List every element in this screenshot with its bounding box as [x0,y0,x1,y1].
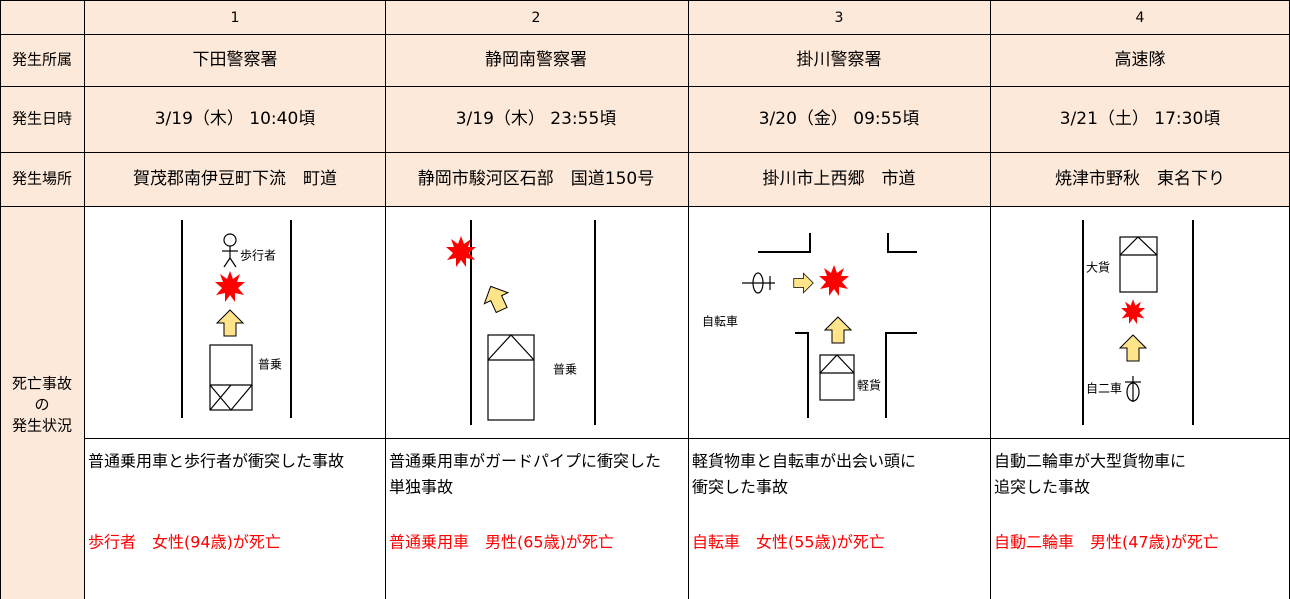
diagram-label: 自転車 [702,315,738,329]
fatality: 自動二輪車 男性(47歳)が死亡 [994,533,1219,552]
column-header: 1 [231,10,240,26]
row-label: 発生場所 [12,170,72,188]
crash [1121,299,1145,324]
arrow [1119,334,1147,362]
description: 普通乗用車がガードパイプに衝突した [389,452,661,471]
cell: 静岡南警察署 [485,50,587,70]
fatality: 歩行者 女性(94歳)が死亡 [88,533,281,552]
diagram-2 [446,220,596,425]
cell: 3/19（木） 23:55頃 [456,109,617,129]
arrow [824,316,852,344]
description: 自動二輪車が大型貨物車に [994,452,1186,471]
row-label: 発生日時 [12,110,72,128]
column-header: 4 [1136,10,1145,26]
cell: 3/19（木） 10:40頃 [155,109,316,129]
motorcycle [1125,376,1141,402]
description: 単独事故 [389,478,453,497]
crash [215,271,245,302]
cell: 賀茂郡南伊豆町下流 町道 [133,169,337,189]
cell: 焼津市野秋 東名下り [1055,169,1225,189]
row-label: 発生所属 [12,51,72,69]
diagram-4 [1082,220,1194,425]
diagram-1 [181,220,292,418]
column-header: 3 [835,10,844,26]
diagram-3 [742,233,917,418]
row-label: 死亡事故 [12,375,72,393]
cell: 高速隊 [1115,50,1166,70]
car [487,334,535,421]
row-label: 発生状況 [12,417,72,435]
fatality: 自転車 女性(55歳)が死亡 [692,533,885,552]
column-header: 2 [532,10,541,26]
diagram-label: 普乗 [553,363,577,377]
row-label: の [34,396,49,414]
diagram-label: 歩行者 [240,248,276,263]
arrow [216,309,244,337]
fatality: 普通乗用車 男性(65歳)が死亡 [389,533,614,552]
cell: 3/21（土） 17:30頃 [1060,109,1221,129]
description: 衝突した事故 [692,478,788,497]
pedestrian [222,233,238,268]
truck [1119,236,1158,293]
diagram-label: 軽貨 [857,378,881,393]
cell: 3/20（金） 09:55頃 [759,109,920,129]
bicycle [742,272,775,294]
diagram-label: 普乗 [258,358,282,372]
cell: 掛川市上西郷 市道 [763,169,916,189]
diagram-label: 大貨 [1086,260,1110,275]
crash [819,265,849,296]
car [209,344,253,411]
cell: 静岡市駿河区石部 国道150号 [418,169,654,189]
arrow [793,272,814,294]
car [819,354,855,401]
label-bg [0,206,84,599]
description: 追突した事故 [994,478,1090,497]
cell: 下田警察署 [193,50,278,70]
description: 軽貨物車と自転車が出会い頭に [692,452,916,471]
arrow [478,280,514,316]
road [758,233,917,418]
cell: 掛川警察署 [797,50,882,70]
diagram-label: 自二車 [1086,382,1122,396]
description: 普通乗用車と歩行者が衝突した事故 [88,452,344,471]
